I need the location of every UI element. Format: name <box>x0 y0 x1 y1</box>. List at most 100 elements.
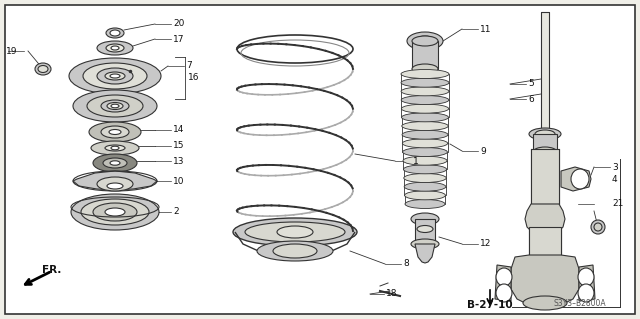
Ellipse shape <box>103 158 127 168</box>
Ellipse shape <box>106 28 124 38</box>
Ellipse shape <box>38 65 48 72</box>
Ellipse shape <box>578 284 594 302</box>
Ellipse shape <box>101 100 129 112</box>
Ellipse shape <box>93 154 137 172</box>
Polygon shape <box>579 265 595 301</box>
Ellipse shape <box>233 218 357 246</box>
Ellipse shape <box>69 58 161 94</box>
Ellipse shape <box>105 208 125 216</box>
Ellipse shape <box>93 203 137 221</box>
Text: 18: 18 <box>386 290 397 299</box>
Ellipse shape <box>81 199 149 225</box>
Polygon shape <box>495 265 511 301</box>
Bar <box>541 12 549 134</box>
Ellipse shape <box>594 223 602 231</box>
Ellipse shape <box>110 30 120 36</box>
Ellipse shape <box>71 194 159 230</box>
Ellipse shape <box>97 41 133 55</box>
Ellipse shape <box>87 95 143 117</box>
Ellipse shape <box>97 177 133 191</box>
Bar <box>412 41 438 69</box>
Bar <box>531 149 559 204</box>
Ellipse shape <box>591 220 605 234</box>
Ellipse shape <box>73 90 157 122</box>
Ellipse shape <box>401 113 449 122</box>
Ellipse shape <box>91 141 139 155</box>
Ellipse shape <box>496 268 512 286</box>
Ellipse shape <box>401 87 449 96</box>
Ellipse shape <box>89 122 141 142</box>
Text: 15: 15 <box>173 142 184 151</box>
Text: 9: 9 <box>480 146 486 155</box>
Ellipse shape <box>404 191 445 200</box>
Text: 1: 1 <box>413 157 419 166</box>
Bar <box>415 219 435 244</box>
Ellipse shape <box>412 64 438 74</box>
Ellipse shape <box>402 122 448 130</box>
Polygon shape <box>525 204 565 231</box>
Ellipse shape <box>257 241 333 261</box>
Text: 13: 13 <box>173 157 184 166</box>
Ellipse shape <box>411 213 439 225</box>
Text: 2: 2 <box>173 207 179 217</box>
Polygon shape <box>561 167 591 191</box>
Polygon shape <box>511 255 579 303</box>
Ellipse shape <box>403 139 447 148</box>
Ellipse shape <box>111 104 119 108</box>
Polygon shape <box>415 244 435 263</box>
Text: 14: 14 <box>173 125 184 135</box>
Ellipse shape <box>401 104 449 113</box>
Text: 6: 6 <box>528 94 534 103</box>
Ellipse shape <box>496 284 512 302</box>
Ellipse shape <box>402 130 448 139</box>
Ellipse shape <box>403 156 447 165</box>
Text: S3Y3–B2800A: S3Y3–B2800A <box>554 300 606 308</box>
Ellipse shape <box>403 165 447 174</box>
Text: 7: 7 <box>186 62 192 70</box>
Ellipse shape <box>107 183 123 189</box>
Text: FR.: FR. <box>42 265 61 275</box>
Ellipse shape <box>83 63 147 89</box>
Text: 4: 4 <box>612 174 618 183</box>
Text: 11: 11 <box>480 25 492 33</box>
Bar <box>533 134 557 152</box>
Ellipse shape <box>111 46 119 50</box>
Text: 12: 12 <box>480 240 492 249</box>
Text: 21: 21 <box>612 199 623 209</box>
Ellipse shape <box>401 78 449 87</box>
Ellipse shape <box>35 63 51 75</box>
Text: 20: 20 <box>173 19 184 28</box>
Text: 17: 17 <box>173 34 184 43</box>
Text: B-27-10: B-27-10 <box>467 300 513 310</box>
Ellipse shape <box>405 199 445 209</box>
Ellipse shape <box>523 296 567 310</box>
Polygon shape <box>73 171 157 190</box>
Ellipse shape <box>535 130 555 138</box>
Ellipse shape <box>417 226 433 233</box>
Ellipse shape <box>407 32 443 50</box>
Ellipse shape <box>529 128 561 140</box>
Ellipse shape <box>277 226 313 238</box>
Text: 3: 3 <box>612 162 618 172</box>
Ellipse shape <box>107 102 123 109</box>
FancyBboxPatch shape <box>5 5 635 314</box>
Bar <box>529 227 561 279</box>
Ellipse shape <box>110 161 120 165</box>
Ellipse shape <box>111 146 119 150</box>
Text: 5: 5 <box>528 79 534 88</box>
Text: 10: 10 <box>173 176 184 186</box>
Ellipse shape <box>109 130 121 135</box>
Ellipse shape <box>273 244 317 258</box>
Ellipse shape <box>411 239 439 249</box>
Ellipse shape <box>404 174 446 182</box>
Ellipse shape <box>110 74 120 78</box>
Ellipse shape <box>412 36 438 46</box>
Ellipse shape <box>578 268 594 286</box>
Ellipse shape <box>403 147 447 157</box>
Ellipse shape <box>106 44 124 52</box>
Ellipse shape <box>97 68 133 84</box>
Text: 19: 19 <box>6 47 17 56</box>
Ellipse shape <box>105 145 125 151</box>
Ellipse shape <box>415 36 435 46</box>
Ellipse shape <box>420 39 430 43</box>
